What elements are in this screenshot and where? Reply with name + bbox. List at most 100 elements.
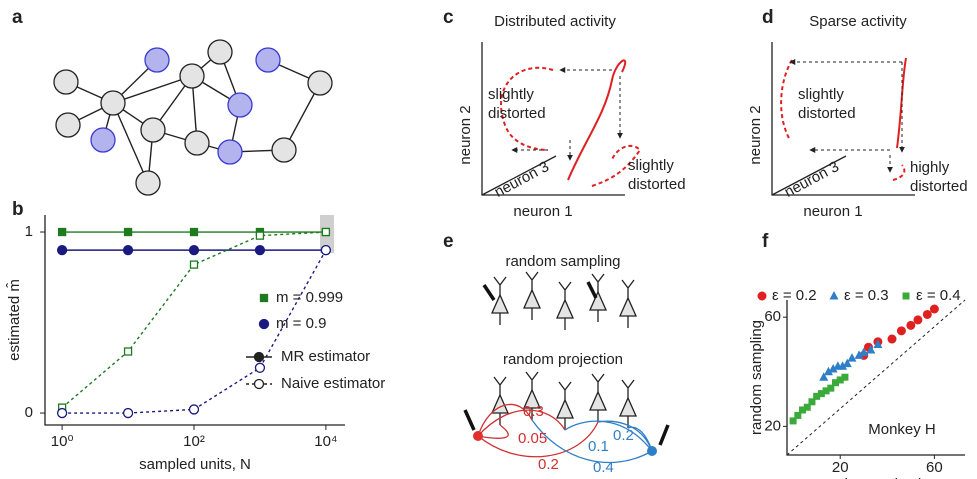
- annotation: Monkey H: [868, 421, 936, 438]
- marker: [922, 309, 932, 319]
- y-axis-title: estimated m̂: [5, 279, 22, 361]
- marker: [902, 292, 910, 300]
- marker: [813, 392, 821, 400]
- marker: [873, 339, 883, 348]
- panel-label: f: [762, 231, 769, 252]
- legend-label: m = 0.9: [276, 315, 326, 332]
- panel-label: e: [443, 231, 454, 252]
- marker: [188, 404, 200, 415]
- annotation: slightly: [488, 86, 534, 103]
- weight-label: 0.2: [538, 456, 559, 473]
- marker: [122, 244, 134, 256]
- marker: [253, 378, 265, 390]
- marker: [866, 344, 876, 354]
- legend-label: ε = 0.4: [916, 287, 961, 304]
- axes: [44, 215, 345, 426]
- axis-label: neuron 2: [457, 105, 474, 164]
- marker: [823, 366, 833, 376]
- marker: [822, 387, 830, 395]
- marker: [913, 315, 923, 325]
- legend-label: MR estimator: [281, 348, 370, 365]
- marker: [789, 417, 797, 425]
- x-tick-label: 10⁰: [51, 433, 74, 450]
- marker: [808, 398, 816, 406]
- y-tick-label: 60: [764, 308, 781, 325]
- marker: [803, 403, 811, 411]
- marker: [832, 379, 840, 387]
- marker: [122, 407, 134, 419]
- panel-label: a: [12, 7, 23, 28]
- panel-d: Sparse activity neuron 1 neuron 2 neuron…: [747, 13, 968, 220]
- panel-label: d: [762, 7, 774, 28]
- annotation: distorted: [488, 105, 546, 122]
- legend-label: ε = 0.2: [772, 287, 817, 304]
- y-tick-label: 20: [764, 417, 781, 434]
- annotation: distorted: [798, 105, 856, 122]
- panel-e: random sampling random projection 0.3 0.…: [463, 253, 670, 476]
- legend-label: Naive estimator: [281, 375, 385, 392]
- annotation: slightly: [628, 157, 674, 174]
- chart-b: 10⁰ 10² 10⁴ 0 1 sampled units, N estimated m̂ m…: [5, 215, 385, 473]
- series-line: [62, 249, 327, 414]
- marker: [189, 260, 199, 269]
- panel-c: Distributed activity neuron 1 neuron 2 n…: [457, 13, 686, 220]
- legend-label: m = 0.999: [276, 289, 343, 306]
- x-tick-label: 10²: [183, 433, 205, 450]
- marker: [842, 358, 852, 368]
- legend-label: ε = 0.3: [844, 287, 889, 304]
- marker: [253, 351, 265, 363]
- y-axis-title: random sampling: [748, 320, 765, 435]
- panel-title: Sparse activity: [809, 13, 907, 30]
- weight-label: 0.4: [593, 459, 614, 476]
- annotation: highly: [910, 159, 950, 176]
- marker: [828, 364, 838, 373]
- weight-label: 0.2: [613, 427, 634, 444]
- marker: [847, 353, 857, 362]
- panel-label: c: [443, 7, 454, 28]
- marker: [836, 376, 844, 384]
- marker: [817, 390, 825, 398]
- y-tick-label: 1: [25, 223, 33, 240]
- annotation: distorted: [628, 176, 686, 193]
- heading: random sampling: [505, 253, 620, 270]
- marker: [838, 361, 848, 370]
- marker: [799, 406, 807, 414]
- x-axis-title: sampled units, N: [139, 456, 251, 473]
- x-tick-label: 10⁴: [314, 433, 337, 450]
- marker: [320, 244, 332, 256]
- x-tick-label: 20: [832, 459, 849, 476]
- marker: [123, 347, 133, 356]
- weight-label: 0.05: [518, 430, 547, 447]
- annotation: slightly: [798, 86, 844, 103]
- marker: [829, 291, 839, 300]
- y-tick-label: 0: [25, 404, 33, 421]
- x-tick-label: 60: [926, 459, 943, 476]
- marker: [189, 227, 199, 237]
- marker: [896, 326, 906, 336]
- marker: [859, 347, 869, 357]
- panel-title: Distributed activity: [494, 13, 616, 30]
- axis-label: neuron 1: [803, 203, 862, 220]
- axis-label: neuron 1: [513, 203, 572, 220]
- marker: [255, 231, 265, 240]
- marker: [56, 244, 68, 256]
- marker: [906, 320, 916, 330]
- marker: [254, 244, 266, 256]
- axis-label: neuron 2: [747, 105, 764, 164]
- weight-label: 0.1: [588, 438, 609, 455]
- marker: [254, 362, 266, 373]
- marker: [321, 227, 331, 237]
- weight-label: 0.3: [523, 403, 544, 420]
- panel-label: b: [12, 199, 24, 220]
- marker: [841, 373, 849, 381]
- marker: [57, 227, 67, 237]
- marker: [56, 407, 68, 419]
- marker: [819, 372, 829, 381]
- marker: [188, 244, 200, 256]
- annotation: distorted: [910, 178, 968, 195]
- marker: [887, 334, 897, 344]
- marker: [827, 384, 835, 392]
- marker: [929, 304, 939, 314]
